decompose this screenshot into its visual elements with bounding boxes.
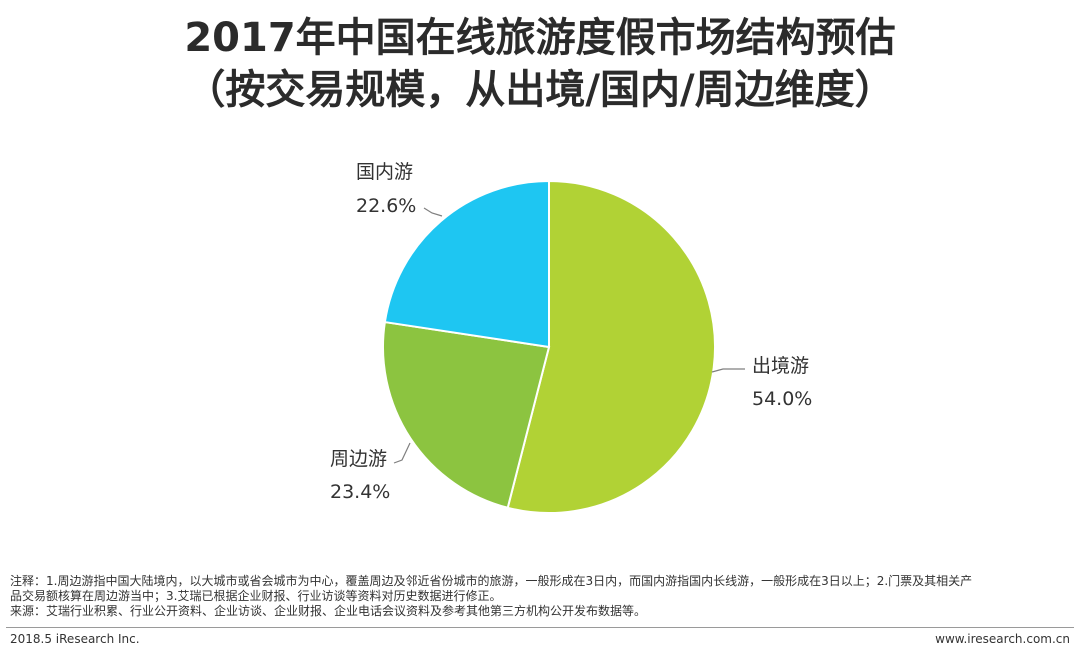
- pie-leader-line-3: [423, 207, 443, 217]
- pie-labels: 出境游 54.0% 周边游 23.4% 国内游 22.6%: [330, 161, 812, 503]
- pie-slice-value-1: 54.0%: [752, 388, 812, 410]
- footer-copyright: 2018.5 iResearch Inc.: [10, 632, 140, 646]
- pie-leader-line-1: [711, 368, 745, 373]
- pie-chart: 出境游 54.0% 周边游 23.4% 国内游 22.6%: [330, 161, 812, 514]
- pie-slice-value-2: 23.4%: [330, 481, 390, 503]
- source-line: 来源：艾瑞行业积累、行业公开资料、企业访谈、企业财报、企业电话会议资料及参考其他…: [10, 604, 647, 618]
- pie-slice-label-3: 国内游: [356, 161, 413, 183]
- pie-slice-3: [383, 179, 550, 349]
- chart-notes: 注释：1.周边游指中国大陆境内，以大城市或省会城市为中心，覆盖周边及邻近省份城市…: [10, 574, 1076, 619]
- chart-title-line1: 2017年中国在线旅游度假市场结构预估: [184, 15, 896, 61]
- pie-slice-2: [382, 320, 551, 509]
- chart-title-line2: （按交易规模，从出境/国内/周边维度）: [185, 67, 895, 113]
- pie-leader-line-2: [393, 442, 411, 464]
- pie-slice-label-2: 周边游: [330, 448, 387, 470]
- pie-slice-label-1: 出境游: [752, 355, 809, 377]
- pie-slice-value-3: 22.6%: [356, 195, 416, 217]
- pie-slice-1: [506, 179, 716, 514]
- footer-divider: [6, 627, 1074, 628]
- pie-slices: [382, 179, 716, 514]
- footer-website[interactable]: www.iresearch.com.cn: [935, 632, 1070, 646]
- note-line-1: 注释：1.周边游指中国大陆境内，以大城市或省会城市为中心，覆盖周边及邻近省份城市…: [10, 574, 973, 588]
- chart-title: 2017年中国在线旅游度假市场结构预估 （按交易规模，从出境/国内/周边维度）: [0, 12, 1080, 116]
- note-line-2: 品交易额核算在周边游当中；3.艾瑞已根据企业财报、行业访谈等资料对历史数据进行修…: [10, 589, 502, 603]
